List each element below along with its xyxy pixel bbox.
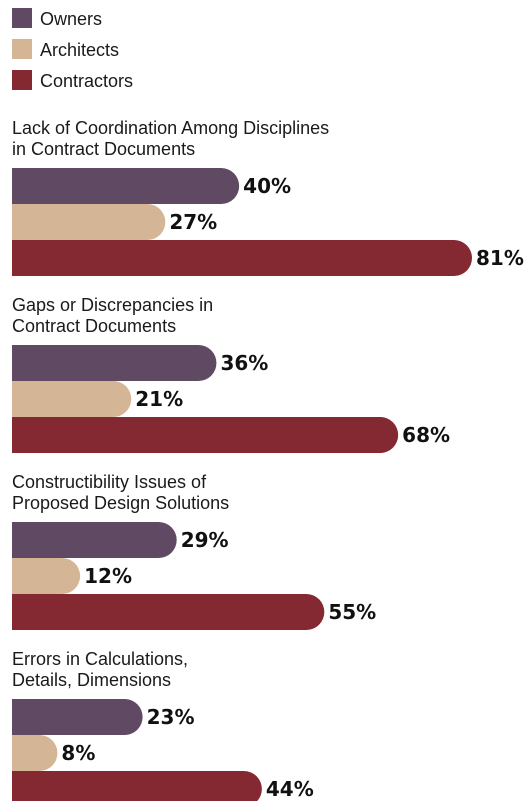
- bar-owners: [12, 345, 217, 381]
- group-title-line: Proposed Design Solutions: [12, 493, 229, 513]
- bar-owners: [12, 699, 143, 735]
- value-label-architects: 8%: [61, 741, 95, 765]
- value-label-owners: 36%: [220, 351, 268, 375]
- legend-label-contractors: Contractors: [40, 71, 133, 91]
- bar-contractors: [12, 417, 399, 453]
- group-title-line: Gaps or Discrepancies in: [12, 295, 213, 315]
- value-label-owners: 29%: [181, 528, 229, 552]
- value-label-owners: 23%: [147, 705, 195, 729]
- bar-architects: [12, 558, 81, 594]
- bar-owners: [12, 168, 240, 204]
- bar-architects: [12, 204, 166, 240]
- group-title-line: Contract Documents: [12, 316, 176, 336]
- group-title-line: Lack of Coordination Among Disciplines: [12, 118, 329, 138]
- legend: Owners Architects Contractors: [12, 8, 133, 91]
- value-label-contractors: 68%: [402, 423, 450, 447]
- value-label-owners: 40%: [243, 174, 291, 198]
- value-label-contractors: 44%: [266, 777, 314, 801]
- bar-architects: [12, 735, 58, 771]
- group-title-line: Errors in Calculations,: [12, 649, 188, 669]
- bar-contractors: [12, 771, 262, 801]
- value-label-architects: 21%: [135, 387, 183, 411]
- chart-groups: Lack of Coordination Among Disciplinesin…: [12, 118, 524, 801]
- bar-group-1: Lack of Coordination Among Disciplinesin…: [12, 118, 524, 276]
- bar-architects: [12, 381, 132, 417]
- bar-contractors: [12, 240, 472, 276]
- legend-swatch-owners: [12, 8, 32, 28]
- group-title-line: in Contract Documents: [12, 139, 195, 159]
- legend-label-owners: Owners: [40, 9, 102, 29]
- legend-swatch-architects: [12, 39, 32, 59]
- value-label-architects: 12%: [84, 564, 132, 588]
- group-title-line: Details, Dimensions: [12, 670, 171, 690]
- legend-swatch-contractors: [12, 70, 32, 90]
- legend-label-architects: Architects: [40, 40, 119, 60]
- value-label-contractors: 55%: [328, 600, 376, 624]
- value-label-contractors: 81%: [476, 246, 524, 270]
- group-title-line: Constructibility Issues of: [12, 472, 207, 492]
- bar-group-4: Errors in Calculations,Details, Dimensio…: [12, 649, 314, 801]
- bar-owners: [12, 522, 177, 558]
- bar-contractors: [12, 594, 325, 630]
- value-label-architects: 27%: [169, 210, 217, 234]
